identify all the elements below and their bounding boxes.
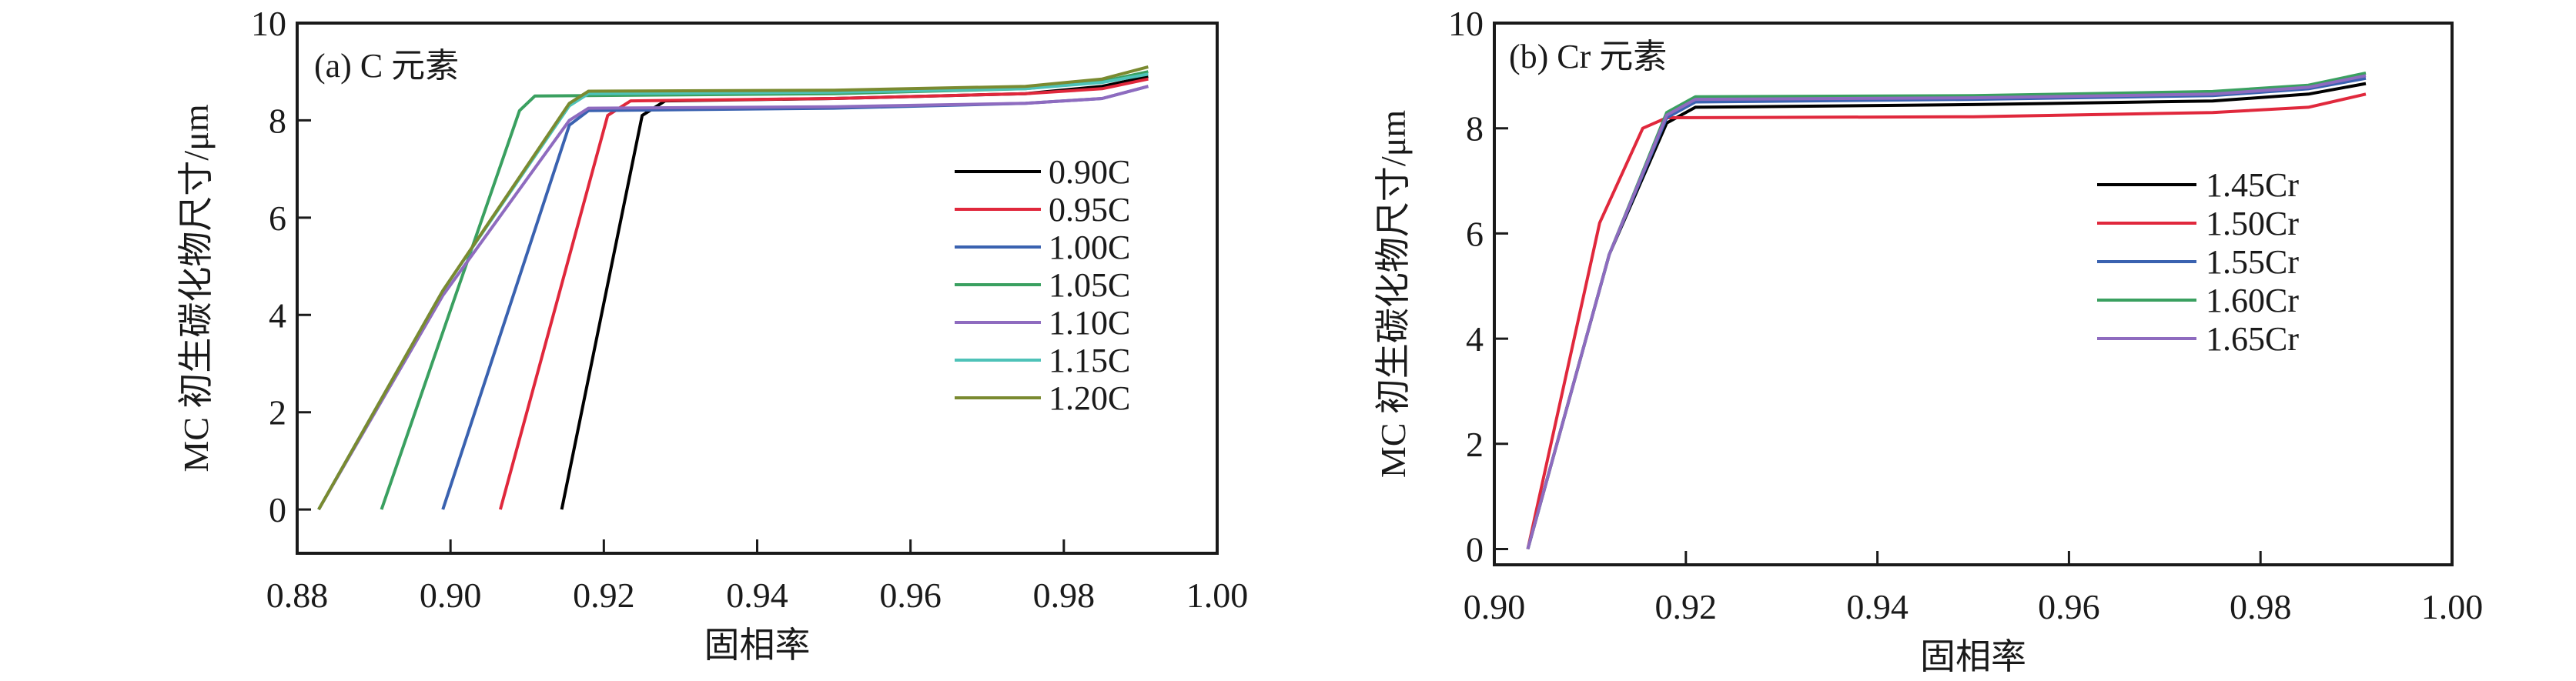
y-tick-label: 6 <box>269 199 286 238</box>
series-line-1.50Cr <box>1526 92 2367 549</box>
y-tick-label: 10 <box>251 4 286 43</box>
y-tick-label: 8 <box>1466 109 1484 149</box>
panel-title: (b) Cr 元素 <box>1509 38 1667 75</box>
y-axis-label: MC 初生碳化物尺寸/μm <box>176 104 216 472</box>
legend-label: 1.10C <box>1049 304 1130 342</box>
y-tick-label: 0 <box>269 490 286 529</box>
panel-b: 0.90 0.92 0.94 0.96 0.98 1.00 0 2 4 6 8 10 固相率 MC 初生碳… <box>1373 4 2483 676</box>
legend-label: 1.45Cr <box>2206 166 2299 204</box>
y-tick-label: 8 <box>269 101 286 140</box>
y-axis-label: MC 初生碳化物尺寸/μm <box>1373 110 1413 479</box>
y-tick-label: 2 <box>1466 425 1484 464</box>
plot-frame <box>1493 22 2454 566</box>
series-line-1.65Cr <box>1526 74 2367 550</box>
legend-label: 1.20C <box>1049 379 1130 417</box>
x-tick-label: 0.98 <box>1033 576 1096 615</box>
y-tick-label: 4 <box>269 295 286 335</box>
series-line-1.20C <box>317 65 1149 511</box>
legend-label: 1.55Cr <box>2206 243 2299 281</box>
panel-title: (a) C 元素 <box>314 47 459 85</box>
y-tick-label: 4 <box>1466 319 1484 359</box>
series-line-1.05C <box>380 70 1149 510</box>
legend-label: 1.05C <box>1049 266 1130 304</box>
x-tick-label: 0.94 <box>726 576 788 615</box>
x-axis-label: 固相率 <box>704 626 811 665</box>
x-tick-label: 0.90 <box>1464 587 1526 626</box>
x-tick-label: 0.92 <box>1655 587 1718 626</box>
legend-label: 1.00C <box>1049 229 1130 266</box>
y-tick-label: 2 <box>269 393 286 432</box>
legend-label: 1.15C <box>1049 342 1130 379</box>
x-tick-label: 0.94 <box>1846 587 1909 626</box>
legend-label: 1.65Cr <box>2206 320 2299 358</box>
legend-label: 1.50Cr <box>2206 205 2299 242</box>
legend-label: 1.60Cr <box>2206 282 2299 319</box>
x-tick-label: 1.00 <box>1186 576 1249 615</box>
panel-a: 0.88 0.90 0.92 0.94 0.96 0.98 1.00 0 2 4 6 8 10 固相率 MC… <box>176 4 1248 665</box>
series-line-0.95C <box>498 77 1149 510</box>
y-tick-label: 10 <box>1448 4 1484 43</box>
legend-label: 0.90C <box>1049 153 1130 191</box>
x-tick-label: 1.00 <box>2421 587 2484 626</box>
x-tick-label: 0.88 <box>266 576 329 615</box>
series-line-1.10C <box>317 85 1149 511</box>
x-tick-label: 0.96 <box>2038 587 2100 626</box>
x-tick-label: 0.96 <box>879 576 942 615</box>
x-tick-label: 0.92 <box>573 576 635 615</box>
x-axis-label: 固相率 <box>1920 637 2026 676</box>
y-tick-label: 0 <box>1466 529 1484 569</box>
y-tick-label: 6 <box>1466 214 1484 253</box>
x-tick-label: 0.98 <box>2230 587 2292 626</box>
legend-label: 0.95C <box>1049 191 1130 229</box>
x-tick-label: 0.90 <box>420 576 482 615</box>
